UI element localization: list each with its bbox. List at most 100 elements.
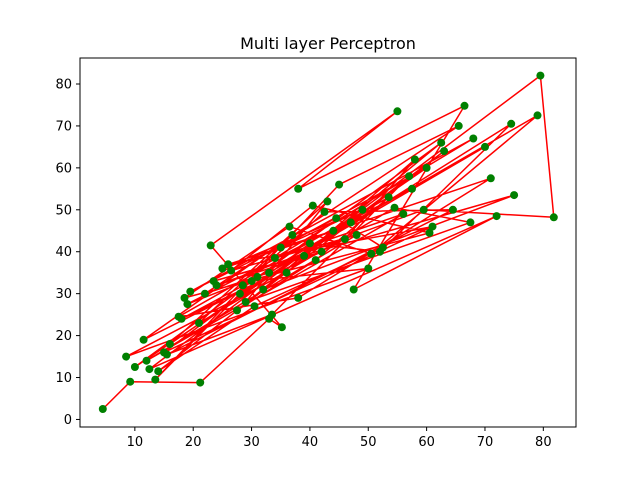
data-point — [549, 213, 558, 222]
data-point — [440, 147, 449, 156]
data-point — [270, 254, 279, 262]
y-tick-label: 30 — [55, 287, 72, 302]
data-point — [268, 310, 276, 319]
data-point — [410, 155, 419, 164]
data-point — [323, 197, 332, 206]
data-point — [481, 142, 489, 151]
data-point — [186, 287, 195, 296]
data-point — [154, 367, 163, 376]
series-line — [102, 74, 555, 410]
data-point — [358, 205, 367, 214]
x-tick-label: 20 — [185, 435, 202, 450]
data-point — [209, 277, 218, 286]
data-point — [390, 203, 399, 212]
data-point — [183, 300, 192, 309]
data-point — [235, 289, 244, 298]
data-point — [364, 264, 373, 273]
data-point — [162, 350, 171, 359]
data-point — [428, 222, 437, 231]
data-point — [378, 243, 387, 252]
data-point — [276, 243, 285, 252]
data-point — [454, 121, 463, 130]
y-tick-label: 40 — [55, 245, 72, 260]
data-point — [238, 281, 247, 290]
data-point — [536, 71, 545, 80]
x-axis: 10 20 30 40 50 60 70 80 — [127, 427, 552, 450]
plot-frame — [79, 57, 577, 428]
data-point — [285, 222, 294, 231]
data-point — [265, 268, 274, 277]
data-point — [317, 247, 326, 256]
x-tick-label: 50 — [360, 435, 377, 450]
y-tick-label: 70 — [55, 119, 72, 134]
data-point — [329, 226, 338, 235]
data-point — [126, 377, 135, 386]
y-tick-label: 0 — [64, 413, 72, 428]
chart-title: Multi layer Perceptron — [240, 34, 416, 53]
data-point — [174, 312, 183, 321]
data-point — [405, 172, 414, 181]
x-tick-label: 70 — [477, 435, 494, 450]
data-point — [399, 210, 408, 218]
data-point — [332, 214, 341, 223]
x-tick-label: 60 — [418, 435, 435, 450]
data-point — [294, 293, 303, 302]
data-point — [340, 235, 349, 244]
data-point — [195, 319, 203, 327]
x-tick-label: 30 — [243, 435, 260, 450]
data-point — [367, 249, 376, 258]
data-point — [311, 256, 320, 265]
data-point — [130, 363, 139, 371]
data-point — [408, 184, 416, 193]
data-point — [250, 302, 259, 311]
y-tick-label: 10 — [55, 371, 72, 386]
plot-area — [98, 71, 558, 413]
data-point — [227, 266, 236, 275]
data-point — [233, 306, 241, 315]
x-tick-label: 40 — [302, 435, 319, 450]
y-tick-label: 50 — [55, 203, 72, 218]
data-point — [425, 228, 434, 237]
data-point — [486, 174, 495, 183]
data-point — [466, 218, 475, 227]
data-point — [419, 205, 428, 214]
data-point — [98, 405, 107, 413]
data-point — [218, 264, 227, 273]
data-point — [253, 272, 262, 281]
data-point — [241, 298, 250, 306]
data-point — [393, 107, 402, 116]
data-point — [180, 293, 189, 302]
data-point — [308, 201, 317, 210]
y-tick-label: 80 — [55, 77, 72, 92]
y-tick-label: 60 — [55, 161, 72, 176]
data-point — [142, 356, 151, 365]
x-tick-label: 10 — [127, 435, 144, 450]
y-axis: 0 10 20 30 40 50 60 70 80 — [55, 77, 80, 428]
data-point — [448, 205, 457, 214]
data-point — [288, 231, 297, 239]
data-point — [247, 277, 256, 286]
data-point — [122, 352, 131, 361]
data-point — [507, 119, 516, 128]
data-point — [294, 184, 303, 193]
data-point — [145, 365, 154, 374]
data-point — [206, 241, 215, 250]
data-point — [200, 289, 209, 298]
data-point — [492, 212, 501, 221]
data-point — [224, 260, 233, 269]
data-point — [335, 180, 344, 189]
data-point — [277, 323, 286, 332]
data-point — [533, 111, 542, 120]
data-point — [282, 268, 291, 277]
data-point — [422, 163, 431, 172]
data-point — [469, 134, 478, 143]
y-tick-label: 20 — [55, 329, 72, 344]
data-point — [349, 285, 358, 294]
data-point — [305, 239, 314, 248]
data-point — [196, 378, 205, 387]
data-point — [259, 285, 268, 294]
data-point — [139, 335, 148, 344]
data-point — [165, 340, 174, 348]
data-point — [300, 251, 309, 260]
